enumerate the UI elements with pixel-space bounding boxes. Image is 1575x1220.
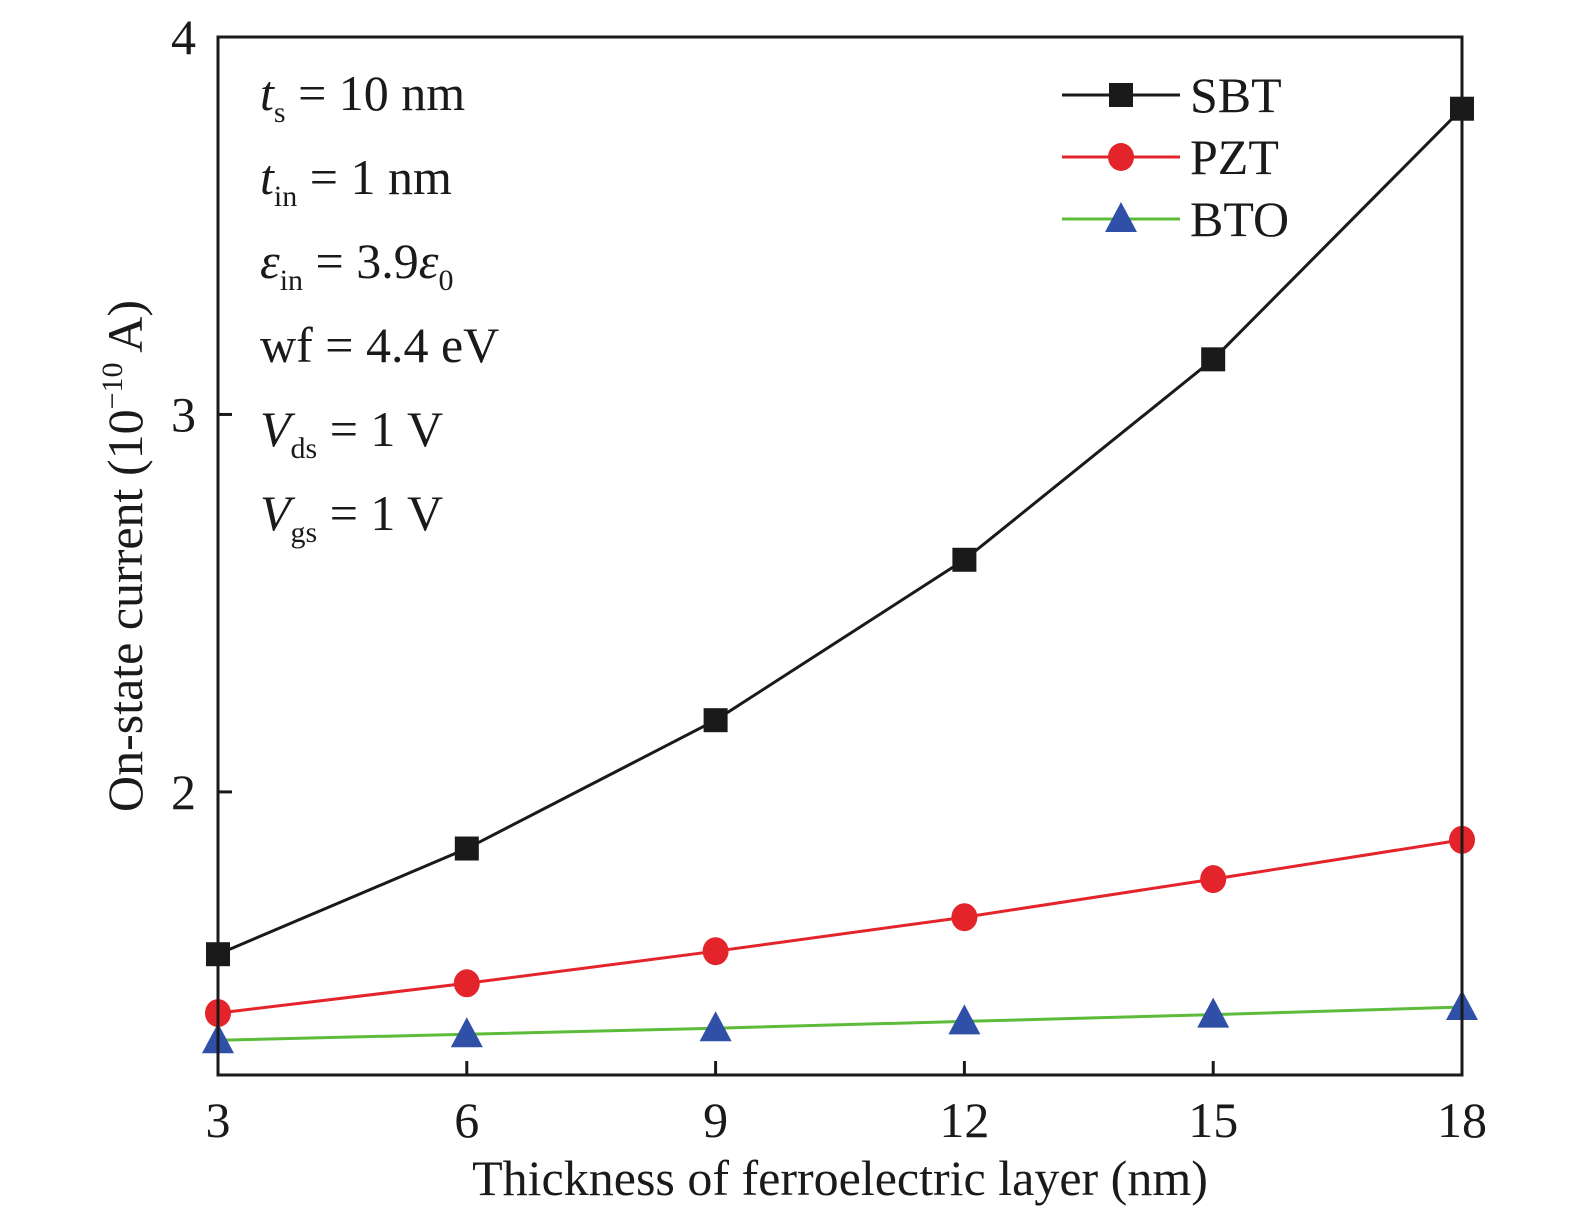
x-tick-label: 12	[939, 1092, 989, 1148]
legend-marker	[1108, 143, 1134, 171]
x-axis-label: Thickness of ferroelectric layer (nm)	[472, 1150, 1208, 1206]
y-tick-label: 4	[171, 9, 196, 65]
data-point	[703, 708, 728, 733]
legend-label: BTO	[1190, 191, 1289, 247]
legend-label: SBT	[1190, 67, 1282, 123]
data-point	[450, 1017, 483, 1048]
data-point	[702, 937, 729, 966]
legend-item-bto: BTO	[1062, 191, 1289, 247]
legend-item-sbt: SBT	[1062, 67, 1282, 123]
legend-item-pzt: PZT	[1062, 129, 1279, 185]
data-point	[454, 836, 479, 861]
series-bto	[202, 990, 1478, 1054]
data-point	[951, 903, 978, 932]
y-tick-label: 2	[171, 764, 196, 820]
x-tick-label: 15	[1188, 1092, 1238, 1148]
parameter-annotation: wf = 4.4 eV	[260, 317, 499, 373]
data-point	[453, 969, 480, 998]
legend-marker	[1105, 202, 1137, 232]
parameter-annotation: εin = 3.9ε0	[260, 233, 453, 297]
series-line	[217, 1005, 1463, 1042]
series-line	[217, 107, 1464, 956]
data-point	[1200, 865, 1227, 894]
parameter-annotation: Vgs = 1 V	[260, 485, 443, 549]
parameter-annotation: tin = 1 nm	[260, 149, 452, 213]
series-pzt	[205, 825, 1475, 1028]
data-point	[699, 1011, 732, 1042]
legend-label: PZT	[1190, 129, 1279, 185]
series-line	[217, 838, 1463, 1015]
data-point	[1201, 347, 1226, 372]
x-tick-label: 18	[1437, 1092, 1487, 1148]
legend-marker	[1109, 83, 1133, 107]
data-point	[948, 1004, 981, 1035]
x-tick-label: 3	[206, 1092, 231, 1148]
x-tick-label: 9	[703, 1092, 728, 1148]
parameter-annotation: ts = 10 nm	[260, 65, 465, 129]
data-point	[1197, 997, 1230, 1028]
y-tick-label: 3	[171, 386, 196, 442]
data-point	[952, 547, 977, 572]
x-tick-label: 6	[454, 1092, 479, 1148]
parameter-annotation: Vds = 1 V	[260, 401, 443, 465]
plot-frame	[216, 35, 1464, 1077]
y-axis-label: On-state current (10−10 A)	[96, 300, 153, 812]
